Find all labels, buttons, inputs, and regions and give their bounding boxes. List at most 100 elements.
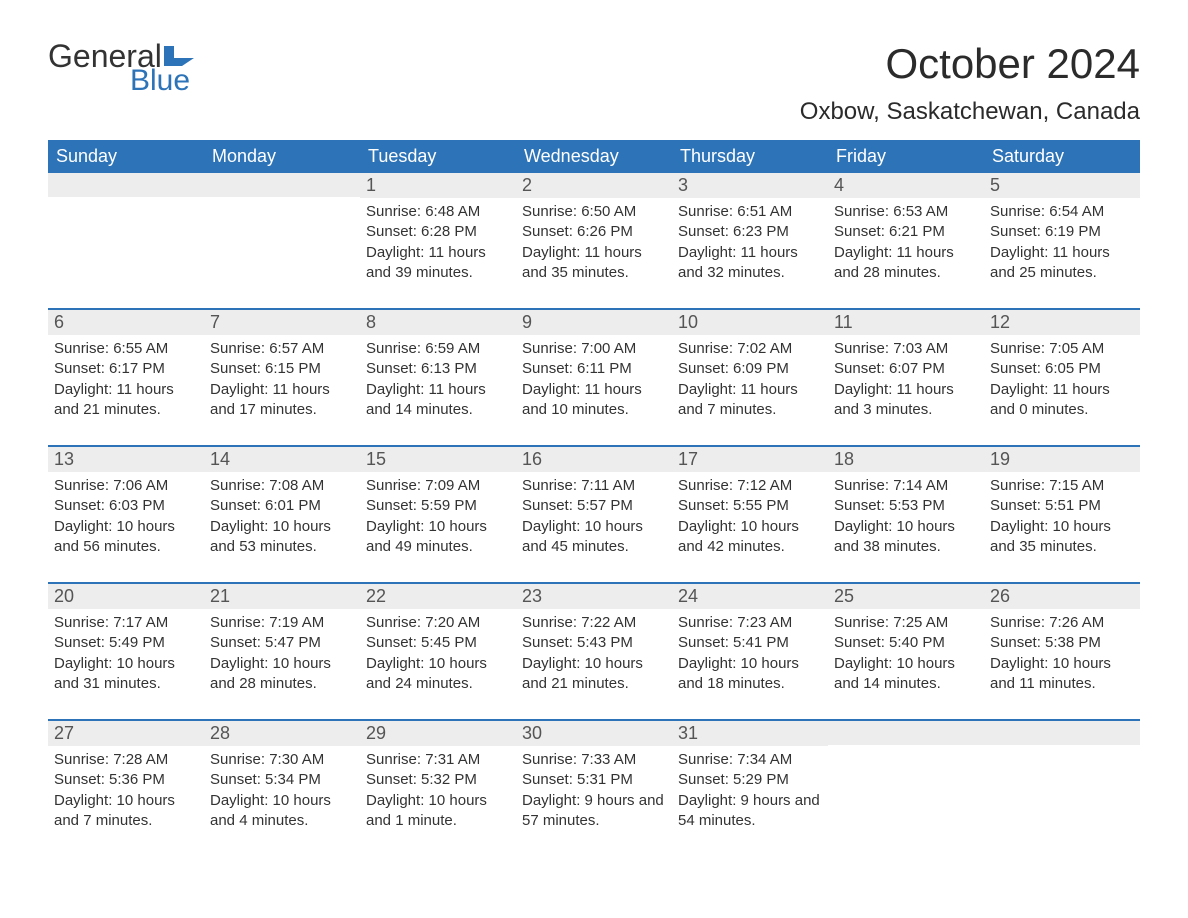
day-body: Sunrise: 7:05 AMSunset: 6:05 PMDaylight:…: [984, 335, 1140, 420]
day-number: 1: [360, 173, 516, 198]
sunset-text: Sunset: 6:15 PM: [210, 359, 354, 379]
day-cell: 1Sunrise: 6:48 AMSunset: 6:28 PMDaylight…: [360, 173, 516, 308]
sunset-text: Sunset: 5:45 PM: [366, 633, 510, 653]
daylight-text: Daylight: 11 hours and 17 minutes.: [210, 380, 354, 421]
sunrise-text: Sunrise: 6:57 AM: [210, 339, 354, 359]
sunset-text: Sunset: 6:28 PM: [366, 222, 510, 242]
day-body: Sunrise: 7:22 AMSunset: 5:43 PMDaylight:…: [516, 609, 672, 694]
sunrise-text: Sunrise: 7:31 AM: [366, 750, 510, 770]
week-row: 20Sunrise: 7:17 AMSunset: 5:49 PMDayligh…: [48, 582, 1140, 719]
week-row: 27Sunrise: 7:28 AMSunset: 5:36 PMDayligh…: [48, 719, 1140, 856]
sunset-text: Sunset: 6:19 PM: [990, 222, 1134, 242]
sunrise-text: Sunrise: 7:14 AM: [834, 476, 978, 496]
logo: General Blue: [48, 40, 194, 96]
daylight-text: Daylight: 11 hours and 7 minutes.: [678, 380, 822, 421]
sunset-text: Sunset: 6:23 PM: [678, 222, 822, 242]
day-cell: 29Sunrise: 7:31 AMSunset: 5:32 PMDayligh…: [360, 721, 516, 856]
day-number: [984, 721, 1140, 745]
sunset-text: Sunset: 5:29 PM: [678, 770, 822, 790]
day-number: 22: [360, 584, 516, 609]
sunrise-text: Sunrise: 6:55 AM: [54, 339, 198, 359]
sunset-text: Sunset: 6:05 PM: [990, 359, 1134, 379]
day-body: Sunrise: 6:55 AMSunset: 6:17 PMDaylight:…: [48, 335, 204, 420]
daylight-text: Daylight: 11 hours and 25 minutes.: [990, 243, 1134, 284]
sunset-text: Sunset: 5:59 PM: [366, 496, 510, 516]
daylight-text: Daylight: 10 hours and 7 minutes.: [54, 791, 198, 832]
day-body: Sunrise: 7:14 AMSunset: 5:53 PMDaylight:…: [828, 472, 984, 557]
day-cell: 2Sunrise: 6:50 AMSunset: 6:26 PMDaylight…: [516, 173, 672, 308]
sunrise-text: Sunrise: 7:11 AM: [522, 476, 666, 496]
daylight-text: Daylight: 11 hours and 10 minutes.: [522, 380, 666, 421]
day-cell: 10Sunrise: 7:02 AMSunset: 6:09 PMDayligh…: [672, 310, 828, 445]
day-number: 20: [48, 584, 204, 609]
day-body: Sunrise: 6:51 AMSunset: 6:23 PMDaylight:…: [672, 198, 828, 283]
sunset-text: Sunset: 6:17 PM: [54, 359, 198, 379]
day-number: 9: [516, 310, 672, 335]
sunset-text: Sunset: 5:57 PM: [522, 496, 666, 516]
sunset-text: Sunset: 5:51 PM: [990, 496, 1134, 516]
sunset-text: Sunset: 5:55 PM: [678, 496, 822, 516]
daylight-text: Daylight: 9 hours and 54 minutes.: [678, 791, 822, 832]
day-cell: 23Sunrise: 7:22 AMSunset: 5:43 PMDayligh…: [516, 584, 672, 719]
day-body: Sunrise: 6:59 AMSunset: 6:13 PMDaylight:…: [360, 335, 516, 420]
day-body: Sunrise: 6:50 AMSunset: 6:26 PMDaylight:…: [516, 198, 672, 283]
day-number: 18: [828, 447, 984, 472]
daylight-text: Daylight: 10 hours and 14 minutes.: [834, 654, 978, 695]
day-cell: [204, 173, 360, 308]
day-number: 2: [516, 173, 672, 198]
day-body: Sunrise: 7:20 AMSunset: 5:45 PMDaylight:…: [360, 609, 516, 694]
day-body: Sunrise: 7:28 AMSunset: 5:36 PMDaylight:…: [48, 746, 204, 831]
day-number: 24: [672, 584, 828, 609]
sunset-text: Sunset: 6:26 PM: [522, 222, 666, 242]
day-number: 30: [516, 721, 672, 746]
sunset-text: Sunset: 6:03 PM: [54, 496, 198, 516]
weekday-header: Sunday: [48, 140, 204, 173]
flag-icon: [164, 46, 194, 66]
daylight-text: Daylight: 10 hours and 53 minutes.: [210, 517, 354, 558]
sunrise-text: Sunrise: 7:08 AM: [210, 476, 354, 496]
day-body: Sunrise: 7:34 AMSunset: 5:29 PMDaylight:…: [672, 746, 828, 831]
day-body: Sunrise: 6:54 AMSunset: 6:19 PMDaylight:…: [984, 198, 1140, 283]
day-number: 4: [828, 173, 984, 198]
day-number: 10: [672, 310, 828, 335]
day-number: 13: [48, 447, 204, 472]
daylight-text: Daylight: 11 hours and 28 minutes.: [834, 243, 978, 284]
day-number: 26: [984, 584, 1140, 609]
day-body: Sunrise: 7:08 AMSunset: 6:01 PMDaylight:…: [204, 472, 360, 557]
day-cell: 4Sunrise: 6:53 AMSunset: 6:21 PMDaylight…: [828, 173, 984, 308]
daylight-text: Daylight: 10 hours and 42 minutes.: [678, 517, 822, 558]
sunrise-text: Sunrise: 6:54 AM: [990, 202, 1134, 222]
sunset-text: Sunset: 6:01 PM: [210, 496, 354, 516]
day-body: Sunrise: 7:19 AMSunset: 5:47 PMDaylight:…: [204, 609, 360, 694]
day-body: Sunrise: 7:03 AMSunset: 6:07 PMDaylight:…: [828, 335, 984, 420]
day-cell: 21Sunrise: 7:19 AMSunset: 5:47 PMDayligh…: [204, 584, 360, 719]
day-number: 29: [360, 721, 516, 746]
day-body: Sunrise: 7:12 AMSunset: 5:55 PMDaylight:…: [672, 472, 828, 557]
day-cell: 24Sunrise: 7:23 AMSunset: 5:41 PMDayligh…: [672, 584, 828, 719]
daylight-text: Daylight: 10 hours and 38 minutes.: [834, 517, 978, 558]
day-cell: 9Sunrise: 7:00 AMSunset: 6:11 PMDaylight…: [516, 310, 672, 445]
day-number: 5: [984, 173, 1140, 198]
sunrise-text: Sunrise: 7:15 AM: [990, 476, 1134, 496]
daylight-text: Daylight: 11 hours and 35 minutes.: [522, 243, 666, 284]
sunset-text: Sunset: 5:41 PM: [678, 633, 822, 653]
sunset-text: Sunset: 5:43 PM: [522, 633, 666, 653]
day-cell: 17Sunrise: 7:12 AMSunset: 5:55 PMDayligh…: [672, 447, 828, 582]
day-cell: [48, 173, 204, 308]
day-number: 15: [360, 447, 516, 472]
daylight-text: Daylight: 10 hours and 1 minute.: [366, 791, 510, 832]
day-cell: 16Sunrise: 7:11 AMSunset: 5:57 PMDayligh…: [516, 447, 672, 582]
day-cell: 19Sunrise: 7:15 AMSunset: 5:51 PMDayligh…: [984, 447, 1140, 582]
day-number: [204, 173, 360, 197]
day-cell: 22Sunrise: 7:20 AMSunset: 5:45 PMDayligh…: [360, 584, 516, 719]
day-cell: 28Sunrise: 7:30 AMSunset: 5:34 PMDayligh…: [204, 721, 360, 856]
weekday-header: Friday: [828, 140, 984, 173]
day-cell: 14Sunrise: 7:08 AMSunset: 6:01 PMDayligh…: [204, 447, 360, 582]
daylight-text: Daylight: 10 hours and 21 minutes.: [522, 654, 666, 695]
day-body: Sunrise: 6:53 AMSunset: 6:21 PMDaylight:…: [828, 198, 984, 283]
daylight-text: Daylight: 10 hours and 11 minutes.: [990, 654, 1134, 695]
sunrise-text: Sunrise: 7:17 AM: [54, 613, 198, 633]
sunrise-text: Sunrise: 7:02 AM: [678, 339, 822, 359]
sunset-text: Sunset: 6:11 PM: [522, 359, 666, 379]
day-number: 16: [516, 447, 672, 472]
